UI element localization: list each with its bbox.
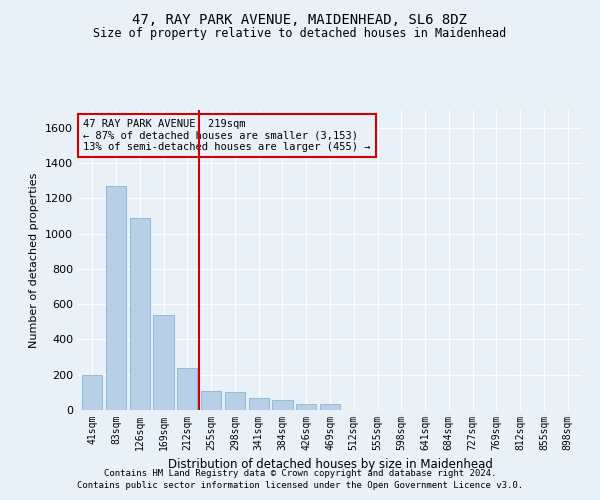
Bar [154,314,173,410]
Bar [320,404,340,410]
Text: 47, RAY PARK AVENUE, MAIDENHEAD, SL6 8DZ: 47, RAY PARK AVENUE, MAIDENHEAD, SL6 8DZ [133,12,467,26]
Text: 47 RAY PARK AVENUE: 219sqm
← 87% of detached houses are smaller (3,153)
13% of s: 47 RAY PARK AVENUE: 219sqm ← 87% of deta… [83,119,371,152]
Bar [177,368,197,410]
Bar [225,392,245,410]
Text: Contains HM Land Registry data © Crown copyright and database right 2024.: Contains HM Land Registry data © Crown c… [104,468,496,477]
Bar [201,390,221,410]
Bar [82,374,103,410]
Bar [272,400,293,410]
Text: Size of property relative to detached houses in Maidenhead: Size of property relative to detached ho… [94,28,506,40]
Bar [248,398,269,410]
Bar [106,186,126,410]
Bar [130,218,150,410]
X-axis label: Distribution of detached houses by size in Maidenhead: Distribution of detached houses by size … [167,458,493,471]
Bar [296,404,316,410]
Y-axis label: Number of detached properties: Number of detached properties [29,172,40,348]
Text: Contains public sector information licensed under the Open Government Licence v3: Contains public sector information licen… [77,481,523,490]
